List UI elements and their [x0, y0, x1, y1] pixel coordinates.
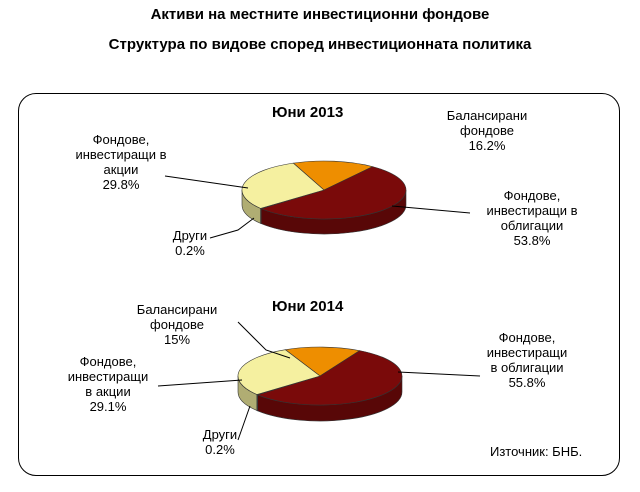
label-balanced-2013: Балансирани фондове 16.2% [446, 108, 528, 153]
leader-line [164, 175, 249, 189]
label-bonds-2013: Фондове, инвестиращи в облигации 53.8% [486, 188, 578, 248]
label-bonds-2014: Фондове, инвестиращи в облигации 55.8% [486, 330, 568, 390]
source-note: Източник: БНБ. [490, 444, 583, 459]
leader-line [157, 379, 243, 387]
pie-title-2013: Юни 2013 [272, 104, 344, 121]
pie-slice [292, 160, 374, 191]
pie-slice [284, 346, 361, 377]
label-other-2014: Други 0.2% [202, 427, 238, 457]
pie-slice [260, 166, 407, 220]
label-stocks-2014: Фондове, инвестиращи в акции 29.1% [67, 354, 149, 414]
leader-line [237, 405, 251, 441]
pie-slice [256, 350, 403, 406]
chart-frame [18, 93, 620, 476]
pie-2014 [237, 346, 403, 422]
leader-line [209, 217, 255, 239]
pie-title-2014: Юни 2014 [272, 298, 344, 315]
label-other-2013: Други 0.2% [172, 228, 208, 258]
leader-line [391, 205, 471, 214]
leader-line [237, 321, 291, 359]
pie-slice [241, 162, 325, 209]
leader-line [397, 371, 481, 377]
leader-lines [157, 175, 481, 441]
label-balanced-2014: Балансирани фондове 15% [136, 302, 218, 347]
chart-subtitle: Структура по видове според инвестиционна… [108, 36, 532, 53]
label-stocks-2013: Фондове, инвестиращи в акции 29.8% [75, 132, 167, 192]
pie-2013 [241, 160, 407, 235]
chart-title: Активи на местните инвестиционни фондове [150, 6, 490, 23]
